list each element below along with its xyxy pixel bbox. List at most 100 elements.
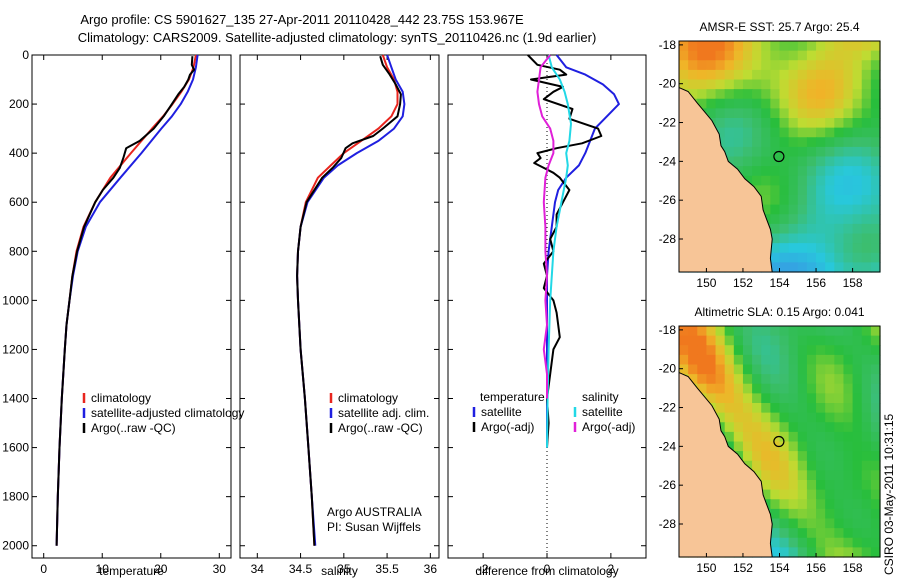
temperature-ytick-label: 600: [9, 195, 29, 209]
sla_map-cell: [697, 345, 708, 356]
sst_map-cell: [742, 108, 753, 119]
difference-legend-label: Argo(-adj): [582, 420, 635, 434]
sla_map-cell: [788, 422, 799, 433]
sla_map-cell: [806, 441, 817, 452]
sst_map-cell: [816, 223, 826, 235]
sla_map-cell: [788, 345, 799, 356]
sst_map-cell: [861, 262, 872, 273]
sla_map-cell: [806, 393, 817, 404]
sla_map-cell: [843, 393, 854, 404]
sla_map-cell: [733, 383, 744, 394]
difference-legend-label: satellite: [481, 405, 522, 419]
sla_map-cell: [806, 403, 817, 414]
sla_map-cell: [806, 470, 817, 481]
sla_map-cell: [742, 374, 753, 385]
sst_map-cell: [816, 50, 826, 61]
sla_map-cell: [806, 412, 817, 423]
sla_map-cell: [861, 354, 872, 366]
sla_map-cell: [806, 547, 817, 558]
sst_map-cell: [806, 185, 817, 196]
sst_map-cell: [742, 41, 753, 52]
sla_map-cell: [715, 383, 726, 394]
sla_map-cell: [679, 354, 689, 366]
sst_map-cell: [834, 195, 845, 206]
sst_map-cell: [816, 146, 826, 158]
sst_map-cell: [843, 233, 854, 244]
sst_map-cell: [816, 243, 826, 254]
sla_map-cell: [788, 470, 799, 481]
sla_map-cell: [797, 451, 808, 462]
sla_map-cell: [770, 403, 781, 414]
sla_map-cell: [779, 326, 790, 337]
sla_map-cell: [761, 480, 771, 491]
sla_map-cell: [825, 460, 835, 471]
sst_map-cell: [806, 146, 817, 158]
sla_map-cell: [770, 508, 781, 520]
sla_map-cell: [679, 364, 689, 375]
sla_map-cell: [834, 470, 845, 481]
temperature-ytick-label: 800: [9, 244, 29, 258]
sla_map-cell: [852, 537, 863, 548]
sst_map-cell: [825, 146, 835, 158]
sla_map-cell: [761, 460, 771, 471]
sla_map-cell: [870, 537, 881, 548]
sla_map-cell: [861, 537, 872, 548]
sla_map-cell: [761, 383, 771, 394]
sst_map-cell: [861, 79, 872, 90]
sla_map-cell: [861, 374, 872, 385]
sla_map-cell: [779, 364, 790, 375]
sst_map-cell: [806, 50, 817, 61]
sst_map-cell: [870, 69, 881, 81]
sst_map-cell: [843, 127, 854, 138]
sst_map-cell: [788, 89, 799, 100]
temperature-legend-label: Argo(..raw -QC): [91, 421, 176, 435]
sst_map-cell: [742, 50, 753, 61]
sla_map-land: [679, 372, 773, 557]
salinity-legend-label: satellite adj. clim.: [338, 406, 429, 420]
sst_map-cell: [752, 146, 762, 158]
sla_map-cell: [788, 412, 799, 423]
sst_map-cell: [752, 175, 762, 186]
sla_map-cell: [825, 412, 835, 423]
sla_map-cell: [779, 422, 790, 433]
sst_map-cell: [806, 223, 817, 235]
sst_map-cell: [706, 89, 717, 100]
sst_map-cell: [852, 60, 863, 71]
sla_map-cell: [788, 489, 799, 500]
sst_map-cell: [688, 60, 698, 71]
sst_map-cell: [715, 118, 726, 129]
sla_map-cell: [715, 345, 726, 356]
sla_map-cell: [788, 518, 799, 529]
sst_map-cell: [779, 252, 790, 263]
sst_map-cell: [852, 89, 863, 100]
sla_map-cell: [834, 518, 845, 529]
sst_map-cell: [779, 41, 790, 52]
sla_map-cell: [852, 441, 863, 452]
sla_map-cell: [825, 383, 835, 394]
sst_map-cell: [852, 204, 863, 215]
sst_map-cell: [861, 156, 872, 167]
sla_map-cell: [797, 354, 808, 366]
sst_map-cell: [806, 204, 817, 215]
sla_map-cell: [679, 326, 689, 337]
sst_map-cell: [779, 185, 790, 196]
sst_map-cell: [733, 118, 744, 129]
sla_map-cell: [861, 499, 872, 510]
sla_map-cell: [797, 364, 808, 375]
sst_map-cell: [870, 262, 881, 273]
sst_map-cell: [761, 98, 771, 109]
sla_map-cell: [834, 354, 845, 366]
sst_map-cell: [806, 262, 817, 273]
sla_map-cell: [806, 345, 817, 356]
sst_map-cell: [797, 233, 808, 244]
sst_map-cell: [852, 262, 863, 273]
sst_map-cell: [788, 223, 799, 235]
sla_map-ytick-label: -18: [659, 323, 677, 337]
sst_map-cell: [761, 156, 771, 167]
sla_map-cell: [733, 431, 744, 443]
sla_map-cell: [752, 393, 762, 404]
sla_map-cell: [724, 364, 735, 375]
sst_map-cell: [825, 127, 835, 138]
sst_map-cell: [779, 166, 790, 177]
sla_map-cell: [770, 364, 781, 375]
